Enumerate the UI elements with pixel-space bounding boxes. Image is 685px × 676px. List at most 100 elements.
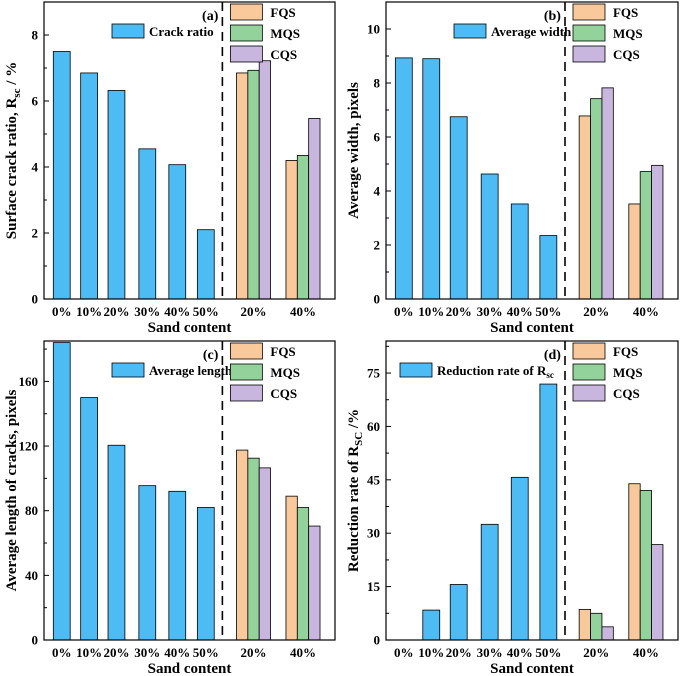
tick-label-x-d-4: 40% xyxy=(507,645,533,660)
bar-d-CQS-0 xyxy=(601,626,614,641)
tick-label-x-a-2: 20% xyxy=(103,304,129,319)
bar-a-FQS-0 xyxy=(236,72,249,300)
legend-label-a-MQS: MQS xyxy=(270,26,300,41)
tick-label-x-c-2: 20% xyxy=(103,645,129,660)
tick-label-x-d-5: 50% xyxy=(535,645,561,660)
tick-label-y-b-4: 8 xyxy=(374,76,381,91)
tick-label-y-d-3: 45 xyxy=(367,472,381,487)
tick-label-x-a-4: 40% xyxy=(164,304,190,319)
tick-label-x-group-d-0: 20% xyxy=(583,645,609,660)
bar-a-1 xyxy=(80,72,98,300)
bar-a-4 xyxy=(168,164,187,300)
bar-d-3 xyxy=(480,523,499,641)
bar-d-2 xyxy=(449,584,468,641)
y-axis-label-a: Surface crack ratio, Rsc / % xyxy=(4,62,23,239)
legend-swatch-b-MQS xyxy=(572,24,606,42)
bar-b-MQS-1 xyxy=(639,171,652,300)
tick-label-y-d-5: 75 xyxy=(367,366,381,381)
bar-a-5 xyxy=(196,229,215,300)
legend-label-c-CQS: CQS xyxy=(270,386,297,401)
tick-label-y-d-4: 60 xyxy=(367,419,380,434)
tick-label-x-group-a-1: 40% xyxy=(290,304,316,319)
tick-label-x-a-5: 50% xyxy=(193,304,219,319)
y-axis-label-d: Reduction rate of RSC /% xyxy=(346,409,365,572)
legend-swatch-d-MQS xyxy=(572,363,606,381)
bar-d-CQS-1 xyxy=(651,544,664,641)
axes-frame-b xyxy=(385,1,679,300)
tick-label-x-c-5: 50% xyxy=(193,645,219,660)
tick-label-x-a-3: 30% xyxy=(134,304,160,319)
tick-label-y-c-2: 80 xyxy=(25,503,38,518)
axes-frame-a xyxy=(43,1,336,300)
legend-label-a-FQS: FQS xyxy=(270,5,295,20)
bar-b-MQS-0 xyxy=(590,98,603,300)
tick-label-x-c-3: 30% xyxy=(134,645,160,660)
legend-label-main-c: Average length xyxy=(149,363,233,378)
tick-label-x-group-d-1: 40% xyxy=(633,645,659,660)
tick-label-x-a-0: 0% xyxy=(52,304,72,319)
axes-frame-d xyxy=(385,340,679,641)
bar-b-FQS-0 xyxy=(578,115,591,300)
axes-frame-c xyxy=(43,340,336,641)
tick-label-x-a-1: 10% xyxy=(76,304,102,319)
bar-c-FQS-0 xyxy=(236,449,249,641)
legend-label-main-d: Reduction rate of Rsc xyxy=(437,363,554,380)
x-axis-label-b: Sand content xyxy=(490,320,574,336)
legend-swatch-main-d xyxy=(399,362,433,378)
bar-a-MQS-1 xyxy=(296,155,310,300)
legend-label-a-CQS: CQS xyxy=(270,47,297,62)
bar-d-4 xyxy=(510,476,529,641)
y-axis-label-b: Average width, pixels xyxy=(346,82,362,219)
tick-label-y-c-3: 120 xyxy=(19,439,39,454)
tick-label-x-group-b-0: 20% xyxy=(583,304,609,319)
legend-label-d-CQS: CQS xyxy=(613,386,640,401)
tick-label-y-c-0: 0 xyxy=(32,633,39,648)
bar-c-MQS-1 xyxy=(296,507,310,641)
bar-b-CQS-1 xyxy=(651,164,664,300)
x-axis-label-d: Sand content xyxy=(490,661,574,676)
tick-label-x-d-3: 30% xyxy=(477,645,503,660)
tick-label-y-b-3: 6 xyxy=(374,130,381,145)
bar-c-CQS-0 xyxy=(258,467,271,641)
bar-b-2 xyxy=(449,116,468,300)
tick-label-x-c-4: 40% xyxy=(164,645,190,660)
tick-label-y-a-1: 2 xyxy=(32,226,39,241)
tick-label-x-group-b-1: 40% xyxy=(633,304,659,319)
legend-swatch-c-MQS xyxy=(229,363,263,381)
legend-swatch-main-b xyxy=(453,23,487,39)
legend-label-main-b: Average width xyxy=(491,24,572,39)
tick-label-y-b-1: 2 xyxy=(374,238,381,253)
legend-swatch-a-MQS xyxy=(229,24,263,42)
tick-label-x-d-0: 0% xyxy=(394,645,414,660)
panel-label-c: (c) xyxy=(203,348,219,363)
bar-d-5 xyxy=(539,383,558,641)
tick-label-y-b-5: 10 xyxy=(367,22,380,37)
bar-b-FQS-1 xyxy=(628,203,641,300)
bar-a-2 xyxy=(107,90,126,300)
bar-c-4 xyxy=(168,490,187,641)
legend-swatch-a-FQS xyxy=(229,3,263,21)
legend-label-d-MQS: MQS xyxy=(613,365,643,380)
legend-swatch-c-FQS xyxy=(229,342,263,360)
tick-label-x-group-a-0: 20% xyxy=(241,304,267,319)
tick-label-x-group-c-0: 20% xyxy=(241,645,267,660)
tick-label-x-b-3: 30% xyxy=(477,304,503,319)
legend-swatch-a-CQS xyxy=(229,45,263,63)
tick-label-x-d-1: 10% xyxy=(418,645,444,660)
bar-d-1 xyxy=(422,609,441,641)
bar-c-3 xyxy=(138,485,157,641)
bar-a-FQS-1 xyxy=(285,159,298,300)
bar-b-5 xyxy=(539,235,558,300)
bar-d-MQS-0 xyxy=(590,612,603,641)
tick-label-x-b-0: 0% xyxy=(394,304,414,319)
bar-a-CQS-1 xyxy=(308,118,321,300)
tick-label-x-b-4: 40% xyxy=(507,304,533,319)
panel-label-d: (d) xyxy=(544,348,561,363)
bar-d-MQS-1 xyxy=(639,490,652,641)
bar-c-2 xyxy=(107,444,126,641)
bar-b-1 xyxy=(422,58,441,300)
legend-label-b-FQS: FQS xyxy=(613,5,638,20)
bar-c-CQS-1 xyxy=(308,525,321,641)
